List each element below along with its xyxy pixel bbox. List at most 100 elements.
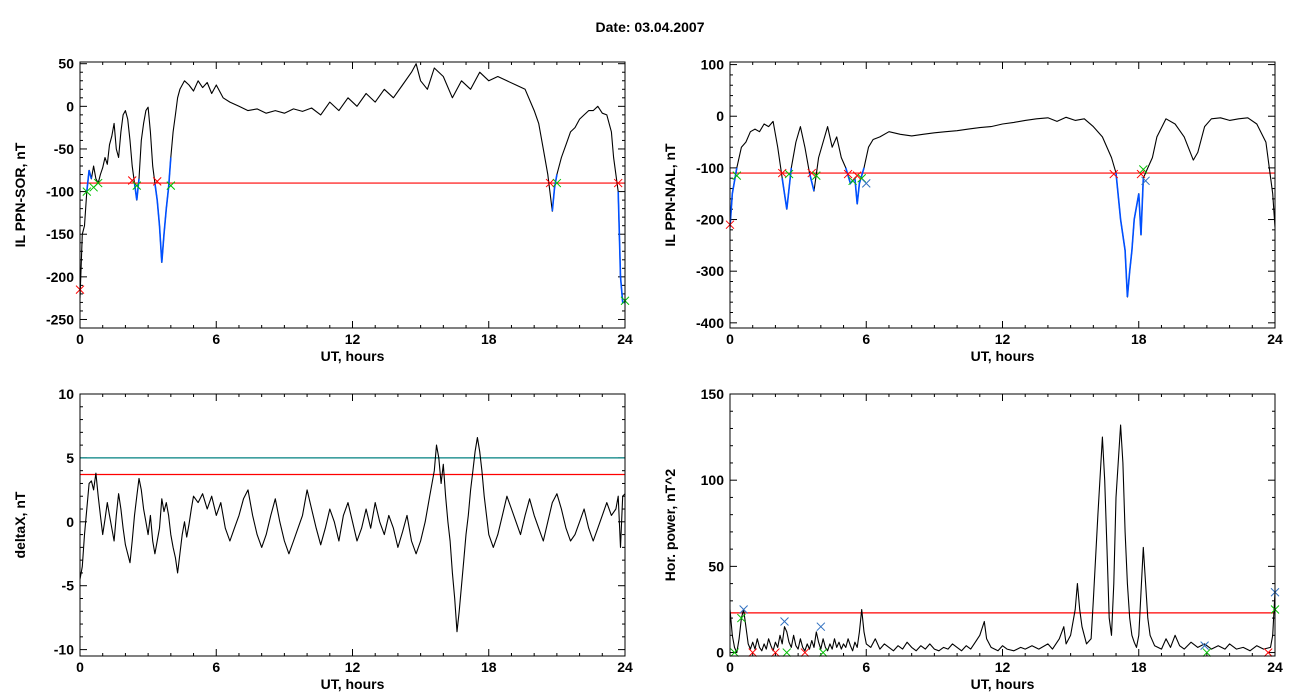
series-line — [730, 116, 1275, 298]
plot-area — [80, 63, 625, 304]
marker-stroke — [748, 648, 758, 657]
x-tick-label: 24 — [617, 659, 633, 675]
x-axis-label: UT, hours — [321, 348, 385, 364]
y-tick-label: 0 — [716, 645, 724, 661]
event-marker — [93, 178, 103, 188]
y-tick-label: 50 — [58, 56, 74, 72]
plot-area — [730, 424, 1275, 654]
marker-stroke — [732, 171, 742, 180]
marker-stroke — [807, 168, 817, 178]
x-tick-label: 12 — [995, 331, 1011, 347]
marker-stroke — [1109, 169, 1119, 179]
event-marker — [843, 169, 853, 179]
event-marker — [748, 648, 758, 657]
y-tick-label: 100 — [701, 57, 725, 73]
event-marker — [1202, 648, 1212, 657]
marker-stroke — [82, 187, 92, 196]
event-segment — [86, 170, 93, 192]
y-tick-label: 100 — [701, 472, 725, 488]
marker-stroke — [1202, 648, 1212, 657]
x-tick-label: 18 — [1131, 331, 1147, 347]
x-axis-label: UT, hours — [321, 676, 385, 692]
plot-frame — [729, 61, 1276, 329]
y-axis-label: IL PPN-SOR, nT — [12, 142, 28, 247]
event-marker — [1141, 176, 1150, 186]
x-tick-label: 0 — [726, 659, 734, 675]
event-segment — [781, 167, 793, 210]
x-tick-label: 12 — [345, 659, 361, 675]
marker-stroke — [613, 178, 623, 188]
marker-stroke — [1263, 648, 1273, 657]
y-tick-label: -100 — [46, 184, 74, 200]
event-marker — [132, 181, 142, 190]
panel-horizontal-power: 0 6 12 18 24 0 50 100 150 UT, hours Hor. power, nT… — [662, 386, 1283, 692]
x-tick-label: 12 — [995, 659, 1011, 675]
event-segment — [154, 157, 172, 263]
marker-stroke — [861, 179, 871, 188]
marker-stroke — [843, 169, 853, 179]
marker-stroke — [127, 176, 137, 185]
panel-il-ppn-sor: 0 6 12 18 24 -250 -200 -150 -100 -50 0 50 UT, hours I… — [12, 56, 633, 364]
date-title: Date: 03.04.2007 — [595, 19, 705, 35]
marker-stroke — [132, 181, 142, 190]
event-marker — [811, 171, 821, 180]
marker-stroke — [800, 648, 810, 657]
y-tick-label: -300 — [696, 263, 724, 279]
y-axis-label: Hor. power, nT^2 — [662, 469, 678, 582]
event-marker — [82, 187, 92, 196]
event-marker — [800, 648, 810, 657]
event-marker — [1109, 169, 1119, 179]
y-axis-label: deltaX, nT — [12, 491, 28, 558]
marker-stroke — [166, 181, 176, 190]
event-marker — [1263, 648, 1273, 657]
y-tick-label: 0 — [716, 108, 724, 124]
y-tick-label: 10 — [58, 386, 74, 402]
marker-stroke — [93, 178, 103, 188]
event-marker — [1136, 169, 1146, 179]
event-marker — [732, 171, 742, 180]
y-tick-label: -5 — [62, 578, 75, 594]
marker-stroke — [1136, 169, 1146, 179]
y-tick-label: -200 — [696, 212, 724, 228]
marker-stroke — [818, 648, 828, 657]
event-marker — [782, 648, 792, 657]
marker-stroke — [816, 622, 826, 632]
marker-stroke — [1138, 165, 1148, 174]
marker-stroke — [739, 605, 748, 614]
x-tick-label: 6 — [212, 331, 220, 347]
y-tick-label: 150 — [701, 386, 725, 402]
y-tick-label: -200 — [46, 269, 74, 285]
event-marker — [166, 181, 176, 190]
event-segment — [551, 174, 558, 212]
event-segment — [808, 172, 815, 192]
x-tick-label: 6 — [862, 659, 870, 675]
y-tick-label: -150 — [46, 226, 74, 242]
x-axis-label: UT, hours — [971, 676, 1035, 692]
plot-frame — [79, 393, 626, 657]
plot-frame — [79, 61, 626, 329]
x-tick-label: 24 — [1267, 659, 1283, 675]
marker-stroke — [545, 178, 555, 188]
event-marker — [818, 648, 828, 657]
x-tick-label: 6 — [212, 659, 220, 675]
event-marker — [552, 178, 562, 188]
event-marker — [1200, 641, 1209, 651]
marker-stroke — [552, 178, 562, 188]
marker-stroke — [811, 171, 821, 180]
marker-stroke — [784, 169, 794, 179]
panel-il-ppn-nal: 0 6 12 18 24 -400 -300 -200 -100 0 100 UT, hours IL … — [662, 57, 1283, 364]
event-marker — [816, 622, 826, 632]
marker-stroke — [857, 173, 867, 183]
event-marker — [780, 617, 789, 626]
y-tick-label: 0 — [66, 514, 74, 530]
x-tick-label: 12 — [345, 331, 361, 347]
event-marker — [613, 178, 623, 188]
panel-deltax: 0 6 12 18 24 -10 -5 0 5 10 UT, hours deltaX, nT — [12, 386, 633, 692]
y-tick-label: 50 — [708, 558, 724, 574]
x-tick-label: 0 — [76, 659, 84, 675]
event-segment — [1115, 172, 1145, 298]
series-line — [730, 424, 1275, 654]
plot-area — [80, 436, 625, 633]
event-marker — [852, 171, 862, 180]
